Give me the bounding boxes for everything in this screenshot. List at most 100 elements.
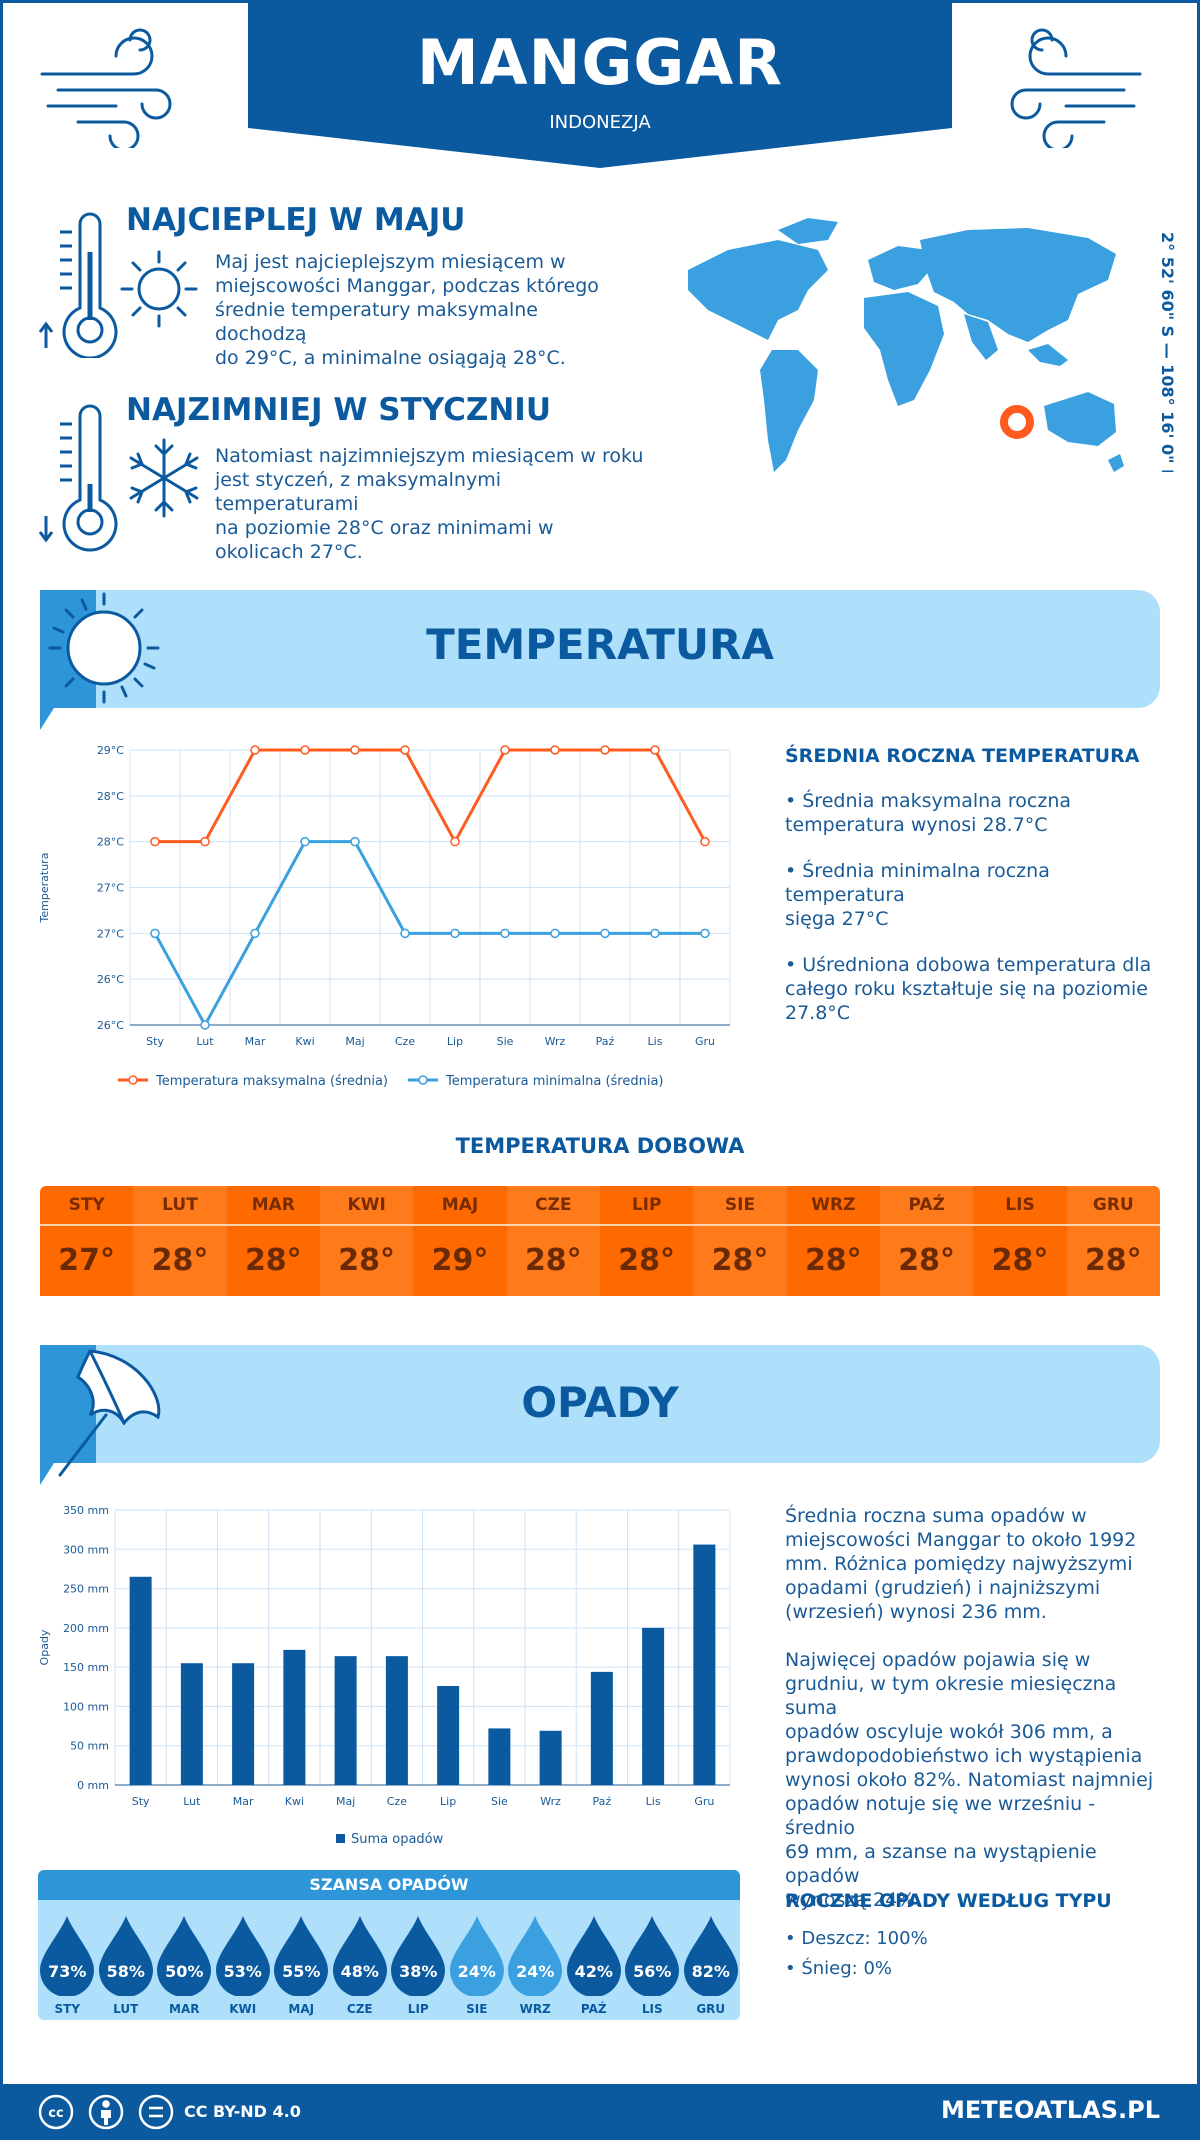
data-point [350,745,360,755]
precip-text-line: wynoszą 24%. [785,1889,922,1911]
precip-bar [693,1544,716,1785]
precip-text-line: grudniu, w tym okresie miesięczna suma [785,1673,1117,1719]
warmest-line: Maj jest najcieplejszym miesiącem w [215,251,566,273]
precip-text-line: 69 mm, a szanse na wystąpienie opadów [785,1841,1097,1887]
temperature-chart: 29°C 28°C 28°C 27°C 27°C 26°C 26°C Sty Lut Mar Kwi… [38,744,731,1089]
precip-text-line: Średnia roczna suma opadów w [785,1505,1087,1527]
x-tick-label: Gru [695,1035,715,1048]
series-line [155,748,707,845]
chance-drop: 42% PAŹ [565,1914,623,2016]
data-point [550,928,560,939]
daily-temp-cell: MAJ 29° [413,1186,507,1296]
chance-value: 58% [106,1962,145,1981]
daily-temp-value: 27° [40,1226,134,1296]
x-tick-label: Sty [132,1795,150,1808]
chance-drops: 73% STY 58% LUT 50% MAR 53% KWI 55% MAJ 48% CZE 38% L… [38,1914,740,2020]
y-tick-label: 26°C [97,1019,124,1032]
chance-heading: SZANSA OPADÓW [38,1870,740,1900]
license-icons: cc [38,2094,174,2130]
temp-stat-line: • Uśredniona dobowa temperatura dla [785,954,1152,976]
y-axis-label: Opady [38,1629,51,1665]
precip-text-line: mm. Różnica pomiędzy najwyższymi [785,1553,1133,1575]
warmest-line: średnie temperatury maksymalne dochodzą [215,299,538,345]
x-tick-label: Maj [345,1035,364,1048]
header-banner [248,0,952,168]
precip-text-line: opadami (grudzień) i najniższymi [785,1577,1101,1599]
precip-text-line: miejscowości Manggar to około 1992 [785,1529,1137,1551]
daily-temp-value: 28° [320,1226,414,1296]
daily-temp-value: 28° [226,1226,320,1296]
raindrop-icon [625,1916,680,1997]
chance-drop: 82% GRU [682,1914,740,2016]
data-point [150,836,160,847]
x-tick-label: Mar [245,1035,266,1048]
x-tick-label: Maj [336,1795,355,1808]
y-tick-label: 28°C [97,790,124,803]
temp-stat-line: • Średnia maksymalna roczna [785,790,1072,812]
chance-value: 48% [340,1962,379,1981]
daily-temp-month: MAJ [441,1195,479,1215]
data-point [450,928,460,939]
daily-temp-value: 28° [600,1226,694,1296]
daily-temp-month: WRZ [811,1195,856,1215]
coldest-line: na poziomie 28°C oraz minimami w [215,517,554,539]
chance-value: 56% [633,1962,672,1981]
x-tick-label: Paź [596,1035,615,1048]
y-axis-label: Temperatura [38,853,51,924]
daily-temp-cell: STY 27° [40,1186,134,1296]
precip-bar [232,1663,255,1785]
data-point [500,745,510,755]
chance-drop: 24% WRZ [506,1914,564,2016]
x-tick-label: Lis [648,1035,663,1048]
snowflake-icon [129,438,199,518]
temp-stat-line: 27.8°C [785,1002,851,1024]
daily-temp-month: LUT [162,1195,198,1215]
chance-value: 73% [48,1962,87,1981]
chance-drop: 50% MAR [155,1914,213,2016]
precip-bar [180,1663,203,1785]
data-point [600,745,610,755]
wind-icon [40,28,172,148]
site-link[interactable]: METEOATLAS.PL [940,2096,1160,2124]
coldest-line: Natomiast najzimniejszym miesiącem w rok… [215,445,644,467]
footer: cc CC BY-ND 4.0 METEOATLAS.PL [0,2084,1200,2140]
daily-temp-month: SIE [724,1195,756,1215]
y-tick-label: 28°C [97,836,124,849]
data-point [200,1020,210,1030]
daily-temp-month: LIS [1005,1195,1035,1215]
raindrop-icon [98,1916,153,1997]
data-point [250,928,260,939]
data-point [400,928,410,939]
x-tick-label: Wrz [540,1795,561,1808]
x-tick-label: Lip [440,1795,456,1808]
chance-month: STY [54,2002,81,2016]
chance-value: 24% [457,1962,496,1981]
x-tick-label: Kwi [295,1035,314,1048]
temp-stat-line: temperatura wynosi 28.7°C [785,814,1048,836]
daily-temp-table: STY 27° LUT 28° MAR 28° KWI 28° MAJ 29° CZE 28° LIP 2… [40,1186,1160,1296]
coldest-line: jest styczeń, z maksymalnymi temperatura… [215,469,501,515]
data-point [650,928,660,939]
x-tick-label: Sie [497,1035,514,1048]
chance-drop: 53% KWI [214,1914,272,2016]
daily-temp-value: 29° [413,1226,507,1296]
y-tick-label: 27°C [97,927,124,940]
world-map [688,218,1124,472]
raindrop-icon [508,1916,563,1997]
raindrop-icon [391,1916,446,1997]
precip-text-line: (wrzesień) wynosi 236 mm. [785,1601,1047,1623]
chance-value: 55% [282,1962,321,1981]
chance-month: LIP [407,2002,429,2016]
precip-bar [334,1656,357,1785]
warmest-line: miejscowości Manggar, podczas którego [215,275,599,297]
data-point [450,836,460,847]
chance-value: 38% [399,1962,438,1981]
by-icon [88,2094,124,2130]
precipitation-chart: 0 mm 50 mm 100 mm 150 mm 200 mm 250 mm 300 mm 3… [38,1504,731,1847]
chance-value: 50% [165,1962,204,1981]
daily-temp-value: 28° [786,1226,880,1296]
precip-text-line: prawdopodobieństwo ich wystąpienia [785,1745,1143,1767]
precip-bar [590,1671,613,1785]
raindrop-icon [274,1916,329,1997]
precip-type-snow: • Śnieg: 0% [785,1958,893,1979]
